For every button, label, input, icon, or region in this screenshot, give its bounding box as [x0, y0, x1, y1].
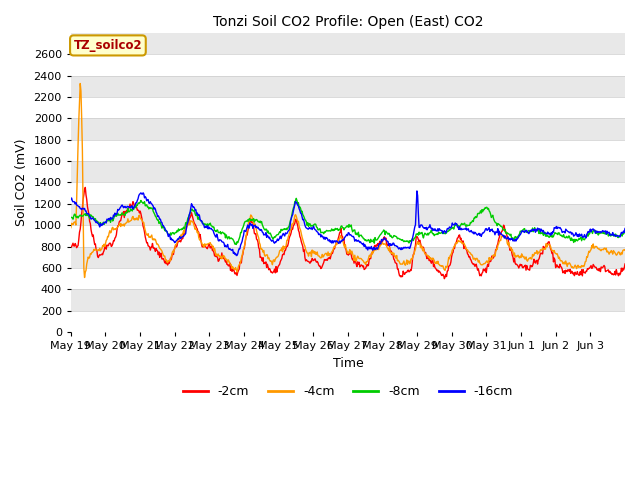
Bar [71, 54, 625, 76]
Legend: -2cm, -4cm, -8cm, -16cm: -2cm, -4cm, -8cm, -16cm [178, 381, 518, 404]
X-axis label: Time: Time [333, 357, 364, 370]
Bar [71, 140, 625, 161]
Y-axis label: Soil CO2 (mV): Soil CO2 (mV) [15, 139, 28, 226]
Bar [71, 225, 625, 247]
Bar [71, 182, 625, 204]
Bar [71, 247, 625, 268]
Bar [71, 161, 625, 182]
Bar [71, 119, 625, 140]
Bar [71, 76, 625, 97]
Bar [71, 311, 625, 332]
Bar [71, 97, 625, 119]
Bar [71, 204, 625, 225]
Text: TZ_soilco2: TZ_soilco2 [74, 39, 142, 52]
Title: Tonzi Soil CO2 Profile: Open (East) CO2: Tonzi Soil CO2 Profile: Open (East) CO2 [212, 15, 483, 29]
Bar [71, 289, 625, 311]
Bar [71, 268, 625, 289]
